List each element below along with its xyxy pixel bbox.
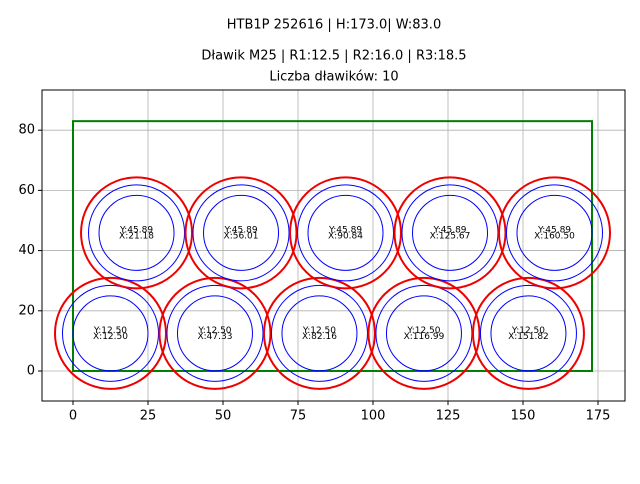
gland-circle xyxy=(393,176,507,290)
gland-circle xyxy=(203,194,280,271)
y-tick-label: 0 xyxy=(27,363,35,378)
gland-circle xyxy=(385,295,462,372)
x-label: X:125.67 xyxy=(430,231,471,241)
gland-circle xyxy=(53,276,167,390)
chart-subtitle: Dławik M25 | R1:12.5 | R2:16.0 | R3:18.5 xyxy=(201,49,466,64)
x-label: X:160.50 xyxy=(534,231,575,241)
gland-circle xyxy=(471,276,585,390)
y-label: Y:45.89 xyxy=(223,225,257,235)
x-tick-label: 75 xyxy=(290,409,307,424)
y-label: Y:12.50 xyxy=(302,326,336,336)
x-tick-label: 150 xyxy=(511,409,536,424)
gland-circle xyxy=(281,295,358,372)
count-label: Liczba dławików: 10 xyxy=(269,70,398,85)
gland-circle xyxy=(497,176,611,290)
x-tick-label: 0 xyxy=(69,409,77,424)
axes-frame xyxy=(41,89,626,402)
y-tick-label: 40 xyxy=(18,243,35,258)
y-label: Y:12.50 xyxy=(93,326,127,336)
gland-circle xyxy=(505,184,603,282)
y-label: Y:12.50 xyxy=(511,326,545,336)
y-label: Y:45.89 xyxy=(119,225,153,235)
x-tick-label: 175 xyxy=(586,409,611,424)
y-tick-label: 60 xyxy=(18,183,35,198)
x-tick-label: 125 xyxy=(436,409,461,424)
gland-circle xyxy=(184,176,298,290)
x-label: X:151.82 xyxy=(508,332,549,342)
gland-circle xyxy=(307,194,384,271)
y-label: Y:45.89 xyxy=(328,225,362,235)
x-label: X:116.99 xyxy=(404,332,445,342)
gland-circle xyxy=(80,176,194,290)
x-tick-label: 25 xyxy=(140,409,157,424)
y-label: Y:45.89 xyxy=(432,225,466,235)
chart-title: HTB1P 252616 | H:173.0| W:83.0 xyxy=(227,18,441,33)
gland-circle xyxy=(490,295,567,372)
y-label: Y:45.89 xyxy=(537,225,571,235)
y-tick-label: 80 xyxy=(18,123,35,138)
x-label: X:82.16 xyxy=(302,332,337,342)
x-tick-label: 50 xyxy=(215,409,232,424)
gland-circle xyxy=(289,176,403,290)
gland-circle xyxy=(176,295,253,372)
gland-circle xyxy=(516,194,593,271)
gland-circle xyxy=(479,284,577,382)
y-tick-label: 20 xyxy=(18,303,35,318)
y-label: Y:12.50 xyxy=(406,326,440,336)
gland-circle xyxy=(72,295,149,372)
gland-circle xyxy=(158,276,272,390)
gland-circle xyxy=(98,194,175,271)
x-label: X:90.84 xyxy=(328,231,363,241)
y-label: Y:12.50 xyxy=(197,326,231,336)
x-label: X:12.50 xyxy=(93,332,128,342)
gland-circle xyxy=(367,276,481,390)
gland-circle xyxy=(262,276,376,390)
enclosure xyxy=(71,120,593,372)
gland-circle xyxy=(412,194,489,271)
x-label: X:56.01 xyxy=(224,231,259,241)
x-tick-label: 100 xyxy=(361,409,386,424)
x-label: X:21.18 xyxy=(119,231,154,241)
x-label: X:47.33 xyxy=(197,332,232,342)
plot-area xyxy=(53,120,611,390)
